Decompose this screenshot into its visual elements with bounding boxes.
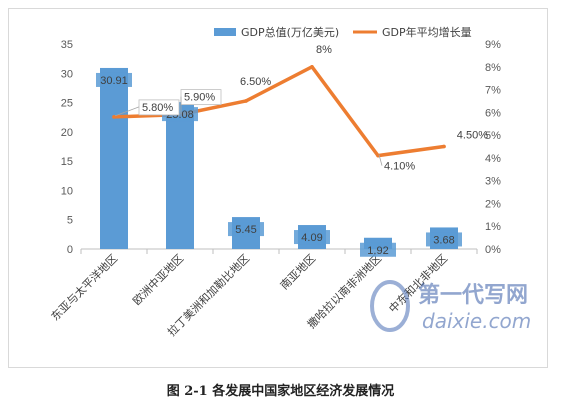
y-left-tick-label: 35 xyxy=(61,39,73,51)
y-right-tick-label: 0% xyxy=(485,244,501,256)
gdp-value-label: 1.92 xyxy=(367,245,388,257)
legend: GDP总值(万亿美元) GDP年平均增长量 xyxy=(214,25,472,39)
data-labels: 30.9125.085.454.091.923.685.80%5.90%6.50… xyxy=(96,44,488,257)
legend-swatch-gdp xyxy=(214,28,236,36)
x-category-label: 东亚与太平洋地区 xyxy=(48,251,120,323)
y-right-tick-label: 2% xyxy=(485,198,501,210)
growth-value-label: 6.50% xyxy=(240,76,271,88)
gdp-label-bg xyxy=(228,222,264,237)
watermark-logo: 第一代写网 daixie.com xyxy=(370,280,531,333)
gdp-bar xyxy=(166,102,194,249)
growth-value-label: 4.10% xyxy=(384,161,415,173)
growth-value-label: 8% xyxy=(316,44,332,56)
y-left-tick-label: 10 xyxy=(61,185,73,197)
bars xyxy=(100,67,458,249)
chart-svg: GDP总值(万亿美元) GDP年平均增长量 0 5 10 15 20 25 30 35 0% 1%… xyxy=(48,25,501,339)
gdp-bar xyxy=(100,67,128,249)
growth-point xyxy=(442,144,446,149)
growth-point xyxy=(244,99,248,103)
gdp-value-label: 3.68 xyxy=(433,234,454,246)
gdp-label-bg xyxy=(294,230,330,245)
y-left-tick-label: 15 xyxy=(61,156,73,168)
gdp-value-label: 4.09 xyxy=(301,232,322,244)
y-right-tick-label: 4% xyxy=(485,153,501,165)
watermark-site: daixie.com xyxy=(422,309,531,333)
y-right-tick-label: 7% xyxy=(485,85,501,97)
growth-label-box xyxy=(138,99,180,116)
y-left-tick-label: 20 xyxy=(61,127,73,139)
y-left-tick-label: 0 xyxy=(67,244,73,256)
y-right-tick-label: 8% xyxy=(485,62,501,74)
growth-point xyxy=(310,64,314,69)
gdp-value-label: 5.45 xyxy=(235,224,256,236)
y-right-tick-label: 6% xyxy=(485,107,501,119)
growth-point xyxy=(112,115,116,119)
legend-label-gdp: GDP总值(万亿美元) xyxy=(241,25,339,39)
y-right-tick-label: 5% xyxy=(485,130,501,142)
gdp-label-bg xyxy=(360,242,396,257)
y-left-tick-label: 5 xyxy=(67,215,73,227)
y-right-tick-label: 9% xyxy=(485,39,501,51)
figure-caption: 图 2-1 各发展中国家地区经济发展情况 xyxy=(166,384,395,399)
x-category-label: 欧洲中亚地区 xyxy=(130,252,186,308)
x-category-label: 南亚地区 xyxy=(278,252,318,292)
y-right-tick-label: 3% xyxy=(485,176,501,188)
gdp-label-bg xyxy=(96,72,132,87)
legend-label-growth: GDP年平均增长量 xyxy=(382,25,472,39)
watermark-brand: 第一代写网 xyxy=(418,282,528,308)
y-left-tick-label: 25 xyxy=(61,98,73,110)
growth-label-leader xyxy=(114,106,140,117)
growth-label-leader xyxy=(378,154,383,166)
gdp-label-bg xyxy=(426,232,462,247)
y-right-tick-label: 1% xyxy=(485,221,501,233)
gdp-value-label: 30.91 xyxy=(100,75,128,87)
watermark-swirl-icon xyxy=(370,280,410,332)
growth-value-label: 5.90% xyxy=(184,92,215,104)
y-left-tick-label: 30 xyxy=(61,68,73,80)
chart-frame: GDP总值(万亿美元) GDP年平均增长量 0 5 10 15 20 25 30 35 0% 1%… xyxy=(8,8,548,368)
growth-value-label: 4.50% xyxy=(457,130,488,142)
growth-value-label: 5.80% xyxy=(142,102,173,114)
